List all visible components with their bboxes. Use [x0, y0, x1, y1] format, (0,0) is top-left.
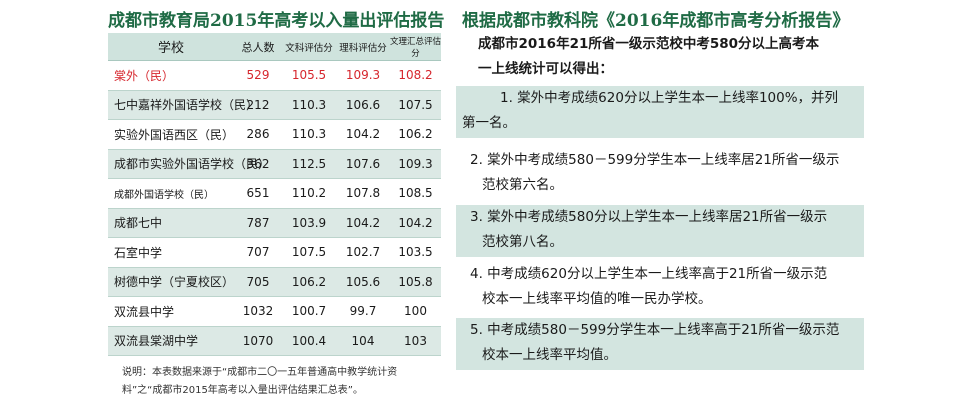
- school-name: 双流县棠湖中学: [108, 326, 234, 356]
- school-name: 实验外国语西区（民）: [108, 119, 234, 150]
- table-note: 说明：本表数据来源于“成都市二〇一五年普通高中教学统计资 料”之“成都市2015…: [122, 364, 442, 400]
- school-name: 七中嘉祥外国语学校（民）: [108, 90, 258, 120]
- science-score: 104.2: [336, 119, 390, 150]
- total-count: 651: [234, 178, 282, 209]
- science-score: 105.6: [336, 267, 390, 297]
- score-table: 学校 总人数 文科评估分 理科评估分 文理汇总评估分 棠外（民） 529 105…: [108, 33, 441, 356]
- total-count: 1070: [234, 326, 282, 356]
- intro-line: 一上线统计可以得出：: [478, 61, 613, 77]
- science-score: 109.3: [336, 60, 390, 91]
- finding-item: 2. 棠外中考成绩580－599分学生本一上线率居21所省一级示 范校第六名。: [456, 148, 864, 200]
- combined-score: 108.5: [390, 178, 441, 209]
- arts-score: 110.3: [282, 119, 336, 150]
- finding-line: 范校第八名。: [482, 234, 563, 250]
- arts-score: 106.2: [282, 267, 336, 297]
- science-score: 104.2: [336, 208, 390, 238]
- total-count: 362: [234, 149, 282, 179]
- table-row: 棠外（民） 529 105.5 109.3 108.2: [108, 60, 441, 91]
- science-score: 99.7: [336, 296, 390, 327]
- header-school: 学校: [108, 33, 234, 61]
- header-science-score: 理科评估分: [336, 33, 390, 61]
- combined-score: 105.8: [390, 267, 441, 297]
- combined-score: 106.2: [390, 119, 441, 150]
- total-count: 212: [234, 90, 282, 120]
- finding-line: 1. 棠外中考成绩620分以上学生本一上线率100%，并列: [500, 90, 839, 106]
- school-name: 石室中学: [108, 237, 234, 268]
- combined-score: 107.5: [390, 90, 441, 120]
- science-score: 107.8: [336, 178, 390, 209]
- combined-score: 103.5: [390, 237, 441, 268]
- school-name: 成都外国语学校（民）: [108, 178, 234, 209]
- finding-item: 4. 中考成绩620分以上学生本一上线率高于21所省一级示范 校本一上线率平均值…: [456, 262, 864, 314]
- header-arts-score: 文科评估分: [282, 33, 336, 61]
- total-count: 707: [234, 237, 282, 268]
- intro-text: 成都市2016年21所省一级示范校中考580分以上高考本 一上线统计可以得出：: [478, 32, 850, 82]
- total-count: 787: [234, 208, 282, 238]
- table-row: 成都外国语学校（民） 651 110.2 107.8 108.5: [108, 178, 441, 209]
- intro-line: 成都市2016年21所省一级示范校中考580分以上高考本: [478, 36, 820, 52]
- school-name: 双流县中学: [108, 296, 234, 327]
- science-score: 102.7: [336, 237, 390, 268]
- combined-score: 103: [390, 326, 441, 356]
- arts-score: 103.9: [282, 208, 336, 238]
- finding-line: 校本一上线率平均值的唯一民办学校。: [482, 291, 712, 307]
- science-score: 106.6: [336, 90, 390, 120]
- school-name: 成都市实验外国语学校（民）: [108, 149, 270, 179]
- note-line: 说明：本表数据来源于“成都市二〇一五年普通高中教学统计资: [122, 367, 398, 378]
- note-line: 料”之“成都市2015年高考以入量出评估结果汇总表”。: [122, 385, 363, 396]
- finding-line: 第一名。: [462, 115, 516, 131]
- table-row: 双流县中学 1032 100.7 99.7 100: [108, 296, 441, 327]
- finding-line: 2. 棠外中考成绩580－599分学生本一上线率居21所省一级示: [470, 152, 840, 168]
- table-row: 成都七中 787 103.9 104.2 104.2: [108, 208, 441, 238]
- finding-item: 5. 中考成绩580－599分学生本一上线率高于21所省一级示范 校本一上线率平…: [456, 318, 864, 370]
- finding-line: 3. 棠外中考成绩580分以上学生本一上线率居21所省一级示: [470, 209, 828, 225]
- arts-score: 110.3: [282, 90, 336, 120]
- school-name: 棠外（民）: [108, 60, 234, 91]
- total-count: 1032: [234, 296, 282, 327]
- finding-line: 校本一上线率平均值。: [482, 347, 617, 363]
- header-total: 总人数: [234, 33, 282, 61]
- combined-score: 100: [390, 296, 441, 327]
- total-count: 529: [234, 60, 282, 91]
- table-header-row: 学校 总人数 文科评估分 理科评估分 文理汇总评估分: [108, 33, 441, 61]
- total-count: 705: [234, 267, 282, 297]
- header-combined-score: 文理汇总评估分: [390, 33, 441, 61]
- arts-score: 107.5: [282, 237, 336, 268]
- finding-line: 4. 中考成绩620分以上学生本一上线率高于21所省一级示范: [470, 266, 828, 282]
- arts-score: 100.4: [282, 326, 336, 356]
- arts-score: 112.5: [282, 149, 336, 179]
- table-row: 树德中学（宁夏校区） 705 106.2 105.6 105.8: [108, 267, 441, 297]
- table-row: 双流县棠湖中学 1070 100.4 104 103: [108, 326, 441, 356]
- school-name: 成都七中: [108, 208, 234, 238]
- finding-item: 3. 棠外中考成绩580分以上学生本一上线率居21所省一级示 范校第八名。: [456, 205, 864, 257]
- arts-score: 110.2: [282, 178, 336, 209]
- total-count: 286: [234, 119, 282, 150]
- finding-item: 1. 棠外中考成绩620分以上学生本一上线率100%，并列 第一名。: [456, 86, 864, 138]
- finding-line: 5. 中考成绩580－599分学生本一上线率高于21所省一级示范: [470, 322, 840, 338]
- table-row: 七中嘉祥外国语学校（民） 212 110.3 106.6 107.5: [108, 90, 441, 120]
- table-row: 实验外国语西区（民） 286 110.3 104.2 106.2: [108, 119, 441, 150]
- combined-score: 108.2: [390, 60, 441, 91]
- arts-score: 100.7: [282, 296, 336, 327]
- table-title: 成都市教育局2015年高考以入量出评估报告: [108, 11, 445, 31]
- finding-line: 范校第六名。: [482, 177, 563, 193]
- science-score: 104: [336, 326, 390, 356]
- science-score: 107.6: [336, 149, 390, 179]
- report-title: 根据成都市教科院《2016年成都市高考分析报告》: [462, 11, 850, 31]
- school-name: 树德中学（宁夏校区）: [108, 267, 234, 297]
- combined-score: 109.3: [390, 149, 441, 179]
- combined-score: 104.2: [390, 208, 441, 238]
- arts-score: 105.5: [282, 60, 336, 91]
- table-row: 成都市实验外国语学校（民） 362 112.5 107.6 109.3: [108, 149, 441, 179]
- table-row: 石室中学 707 107.5 102.7 103.5: [108, 237, 441, 268]
